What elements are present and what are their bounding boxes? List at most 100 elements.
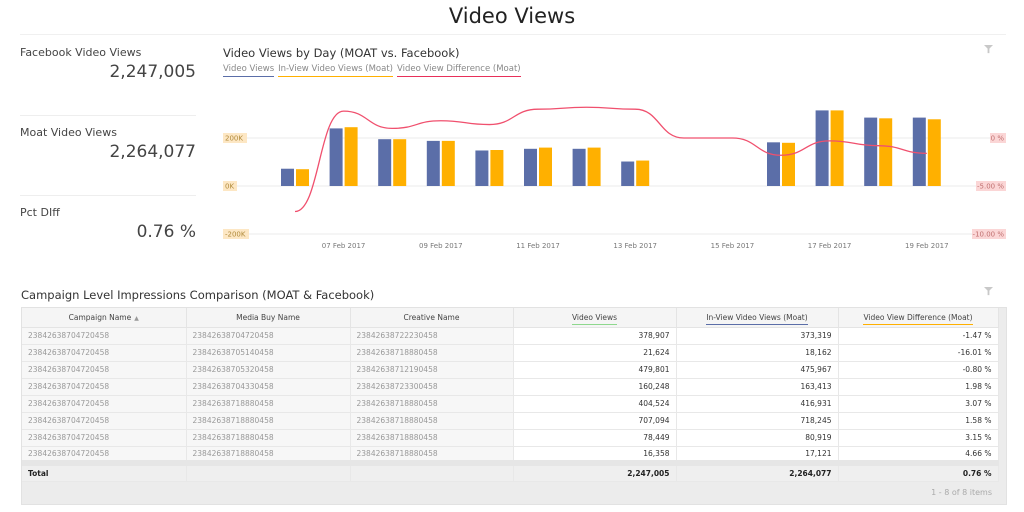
kpi-value: 2,247,005 <box>109 62 196 82</box>
table-row[interactable]: 23842638704720458 23842638705140458 238426… <box>22 344 999 362</box>
bar-video-views[interactable] <box>572 148 586 186</box>
cell-video-views: 78,449 <box>513 429 677 447</box>
chart-title: Video Views by Day (MOAT vs. Facebook) <box>223 46 460 60</box>
table-row[interactable]: 23842638704720458 23842638718880458 238426… <box>22 429 999 447</box>
bar-video-views[interactable] <box>621 161 635 186</box>
x-axis-tick: 07 Feb 2017 <box>322 242 366 250</box>
chart-legend: Video Views In-View Video Views (Moat) V… <box>223 64 521 77</box>
cell-media-buy-name: 23842638718880458 <box>186 429 351 447</box>
cell-video-views: 160,248 <box>513 378 677 396</box>
kpi-label: Facebook Video Views <box>20 46 142 59</box>
legend-item-in-view-video-views[interactable]: In-View Video Views (Moat) <box>278 64 393 77</box>
cell-in-view-video-views: 163,413 <box>676 378 839 396</box>
bar-in-view-video-views[interactable] <box>344 127 358 186</box>
cell-video-view-difference: 1.98 % <box>838 378 999 396</box>
total-row: Total 2,247,005 2,264,077 0.76 % <box>22 460 999 482</box>
cell-media-buy-name: 23842638704330458 <box>186 378 351 396</box>
bar-in-view-video-views[interactable] <box>296 169 309 186</box>
cell-campaign-name: 23842638704720458 <box>22 429 187 447</box>
cell-creative-name: 23842638718880458 <box>350 344 514 362</box>
bar-in-view-video-views[interactable] <box>830 110 844 186</box>
bar-video-views[interactable] <box>524 148 537 186</box>
cell-creative-name: 23842638722230458 <box>350 327 514 345</box>
bar-in-view-video-views[interactable] <box>393 139 407 186</box>
column-header-in-view-video-views[interactable]: In-View Video Views (Moat) <box>676 308 839 328</box>
table-row[interactable]: 23842638704720458 23842638704720458 238426… <box>22 327 999 345</box>
legend-item-video-view-difference[interactable]: Video View Difference (Moat) <box>397 64 521 77</box>
x-axis-tick: 09 Feb 2017 <box>419 242 463 250</box>
total-video-views: 2,247,005 <box>513 460 677 482</box>
cell-media-buy-name: 23842638704720458 <box>186 327 351 345</box>
cell-campaign-name: 23842638704720458 <box>22 412 187 430</box>
column-header-video-views[interactable]: Video Views <box>513 308 677 328</box>
legend-item-video-views[interactable]: Video Views <box>223 64 275 77</box>
x-axis-tick: 13 Feb 2017 <box>613 242 657 250</box>
cell-campaign-name: 23842638704720458 <box>22 378 187 396</box>
cell-creative-name: 23842638712190458 <box>350 361 514 379</box>
bar-in-view-video-views[interactable] <box>490 150 504 186</box>
kpi-value: 2,264,077 <box>109 142 196 162</box>
bar-in-view-video-views[interactable] <box>587 147 601 186</box>
right-axis-tick: 0 % <box>991 135 1005 143</box>
cell-in-view-video-views: 18,162 <box>676 344 839 362</box>
table-row[interactable]: 23842638704720458 23842638704330458 238426… <box>22 378 999 396</box>
chart-filter-icon[interactable] <box>984 45 994 55</box>
cell-campaign-name: 23842638704720458 <box>22 446 187 464</box>
cell-video-view-difference: 3.07 % <box>838 395 999 413</box>
cell-media-buy-name: 23842638718880458 <box>186 446 351 464</box>
left-axis-tick: 200K <box>225 135 243 143</box>
cell-video-views: 479,801 <box>513 361 677 379</box>
bar-in-view-video-views[interactable] <box>782 142 795 186</box>
bar-video-views[interactable] <box>475 150 489 186</box>
bar-video-views[interactable] <box>912 117 926 186</box>
table-filter-icon[interactable] <box>984 287 994 297</box>
cell-video-view-difference: 1.58 % <box>838 412 999 430</box>
cell-in-view-video-views: 80,919 <box>676 429 839 447</box>
bar-video-views[interactable] <box>767 142 780 186</box>
bar-in-view-video-views[interactable] <box>539 147 552 186</box>
line-video-view-difference[interactable] <box>294 106 927 213</box>
bar-video-views[interactable] <box>815 110 829 186</box>
right-axis-tick: -10.00 % <box>973 231 1005 239</box>
cell-video-view-difference: -1.47 % <box>838 327 999 345</box>
cell-video-view-difference: 4.66 % <box>838 446 999 464</box>
table-row[interactable]: 23842638704720458 23842638718880458 238426… <box>22 412 999 430</box>
table-row[interactable]: 23842638704720458 23842638718880458 238426… <box>22 395 999 413</box>
kpi-label: Pct DIff <box>20 206 60 219</box>
cell-campaign-name: 23842638704720458 <box>22 361 187 379</box>
chart-plot: 200K 0K -200K 0 % -5.00 % -10.00 % 07 Feb 20… <box>223 106 1006 250</box>
bar-in-view-video-views[interactable] <box>879 118 893 186</box>
column-header-media-buy-name[interactable]: Media Buy Name <box>186 308 351 328</box>
cell-video-views: 404,524 <box>513 395 677 413</box>
bar-video-views[interactable] <box>864 117 878 186</box>
x-axis-tick: 17 Feb 2017 <box>808 242 852 250</box>
bar-in-view-video-views[interactable] <box>441 140 455 186</box>
column-header-video-view-difference[interactable]: Video View Difference (Moat) <box>838 308 999 328</box>
sort-ascending-icon: ▲ <box>134 314 139 322</box>
page-title: Video Views <box>448 4 576 28</box>
bar-video-views[interactable] <box>378 139 392 186</box>
divider <box>20 115 196 116</box>
cell-campaign-name: 23842638704720458 <box>22 344 187 362</box>
bar-video-views[interactable] <box>426 140 440 186</box>
column-header-campaign-name[interactable]: Campaign Name ▲ <box>22 308 187 328</box>
right-axis-tick: -5.00 % <box>977 183 1004 191</box>
bar-in-view-video-views[interactable] <box>636 160 650 186</box>
bar-video-views[interactable] <box>329 128 343 186</box>
kpi-pct-diff: Pct DIff 0.76 % <box>20 206 196 242</box>
cell-creative-name: 23842638718880458 <box>350 446 514 464</box>
table-row[interactable]: 23842638704720458 23842638718880458 238426… <box>22 446 999 464</box>
table-row[interactable]: 23842638704720458 23842638705320458 238426… <box>22 361 999 379</box>
bar-video-views[interactable] <box>281 168 294 186</box>
cell-in-view-video-views: 373,319 <box>676 327 839 345</box>
cell-creative-name: 23842638718880458 <box>350 429 514 447</box>
column-header-creative-name[interactable]: Creative Name <box>350 308 514 328</box>
cell-creative-name: 23842638718880458 <box>350 412 514 430</box>
divider <box>20 34 1006 35</box>
cell-video-views: 21,624 <box>513 344 677 362</box>
bar-in-view-video-views[interactable] <box>927 119 941 186</box>
cell-video-view-difference: -0.80 % <box>838 361 999 379</box>
kpi-value: 0.76 % <box>136 222 196 242</box>
cell-video-views: 16,358 <box>513 446 677 464</box>
x-axis-tick: 11 Feb 2017 <box>516 242 560 250</box>
